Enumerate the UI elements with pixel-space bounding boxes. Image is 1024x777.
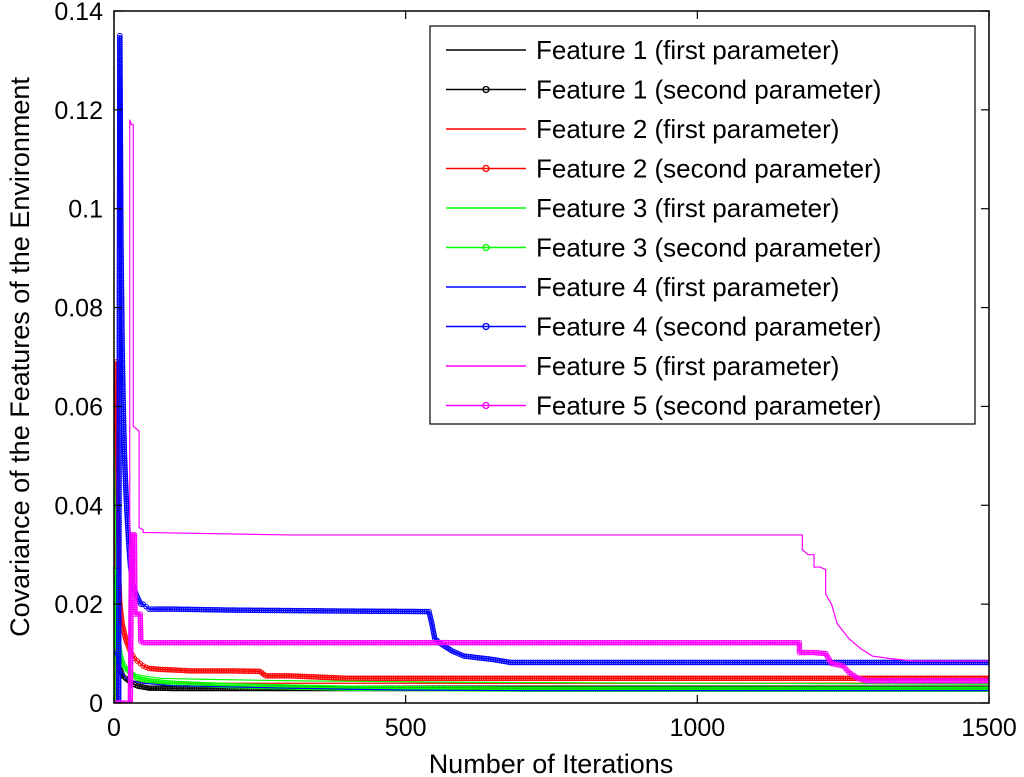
legend-label: Feature 5 (first parameter) (536, 351, 839, 381)
legend-item-feature-4-second-parameter: Feature 4 (second parameter) (446, 312, 881, 342)
series-feature-5-first-parameter (114, 119, 989, 703)
data-point (140, 663, 146, 669)
legend-item-feature-1-second-parameter: Feature 1 (second parameter) (446, 75, 881, 105)
data-point (429, 621, 435, 627)
series-layer (114, 32, 989, 703)
data-point (143, 664, 149, 670)
ticks-layer: 0 500 1000 1500 0 0.02 0.04 0.06 0.08 0.1 0.12 0.14 (54, 0, 1016, 742)
data-point (428, 618, 435, 625)
legend-label: Feature 2 (second parameter) (536, 154, 881, 184)
y-axis-label: Covariance of the Features of the Enviro… (5, 77, 35, 637)
data-point (430, 628, 437, 635)
legend-item-feature-5-second-parameter: Feature 5 (second parameter) (446, 391, 881, 421)
legend-box (429, 25, 976, 425)
data-point (121, 631, 128, 637)
data-point (114, 700, 120, 703)
series-feature-4-second-parameter (114, 32, 989, 703)
x-axis-label: Number of Iterations (429, 749, 674, 777)
x-tick-label: 500 (385, 714, 427, 742)
legend-marker (482, 401, 490, 410)
legend-marker (482, 85, 490, 94)
series-feature-3-second-parameter (114, 566, 989, 703)
legend-item-feature-5-first-parameter: Feature 5 (first parameter) (446, 351, 839, 381)
legend-item-feature-1-first-parameter: Feature 1 (first parameter) (446, 35, 839, 65)
legend-item-feature-3-second-parameter: Feature 3 (second parameter) (446, 233, 881, 263)
legend-item-feature-4-first-parameter: Feature 4 (first parameter) (446, 272, 839, 302)
legend-marker (482, 164, 490, 173)
data-point (121, 628, 127, 635)
data-point (426, 611, 433, 617)
x-tick-label: 0 (107, 714, 121, 742)
legend-marker (482, 322, 490, 331)
legend-label: Feature 5 (second parameter) (536, 391, 881, 421)
data-point (115, 700, 122, 703)
data-point (986, 686, 989, 692)
legend-label: Feature 3 (second parameter) (536, 233, 881, 263)
legend: Feature 1 (first parameter) Feature 1 (se… (429, 25, 976, 425)
data-point (838, 662, 844, 669)
data-point (122, 700, 129, 703)
data-point (986, 659, 989, 666)
data-point (122, 635, 129, 642)
legend-label: Feature 4 (second parameter) (536, 312, 881, 342)
data-point (146, 606, 152, 612)
legend-item-feature-2-first-parameter: Feature 2 (first parameter) (446, 114, 839, 144)
y-tick-label: 0.08 (54, 295, 103, 323)
data-point (429, 623, 436, 630)
y-tick-label: 0.04 (54, 492, 103, 520)
y-tick-label: 0.02 (54, 591, 103, 619)
legend-label: Feature 3 (first parameter) (536, 193, 839, 223)
data-point (983, 677, 989, 684)
y-tick-label: 0.12 (54, 97, 103, 125)
legend-label: Feature 1 (first parameter) (536, 35, 839, 65)
legend-item-feature-3-first-parameter: Feature 3 (first parameter) (446, 193, 839, 223)
x-tick-label: 1000 (670, 714, 726, 742)
y-tick-label: 0.1 (68, 196, 103, 224)
legend-label: Feature 4 (first parameter) (536, 272, 839, 302)
data-point (983, 686, 989, 692)
data-point (120, 700, 127, 703)
data-point (431, 631, 437, 637)
plot-frame (113, 10, 990, 704)
legend-marker (482, 243, 490, 252)
y-tick-label: 0.14 (54, 0, 103, 26)
data-point (118, 700, 124, 703)
y-tick-label: 0 (89, 690, 103, 718)
data-point (122, 633, 128, 640)
series-feature-5-second-parameter (114, 532, 989, 703)
y-tick-label: 0.06 (54, 393, 103, 421)
data-point (149, 606, 155, 612)
data-point (430, 626, 436, 632)
data-point (132, 611, 138, 617)
data-point (427, 616, 434, 622)
data-point (983, 659, 989, 666)
legend-items: Feature 1 (first parameter) Feature 1 (se… (446, 35, 881, 421)
x-tick-label: 1500 (961, 714, 1017, 742)
legend-item-feature-2-second-parameter: Feature 2 (second parameter) (446, 154, 881, 184)
data-point (138, 601, 144, 607)
legend-label: Feature 1 (second parameter) (536, 75, 881, 105)
legend-label: Feature 2 (first parameter) (536, 114, 839, 144)
data-point (427, 613, 433, 620)
series-line (114, 119, 989, 703)
data-point (117, 650, 123, 657)
data-point (986, 677, 989, 684)
data-point (426, 608, 432, 615)
data-point (431, 633, 438, 640)
